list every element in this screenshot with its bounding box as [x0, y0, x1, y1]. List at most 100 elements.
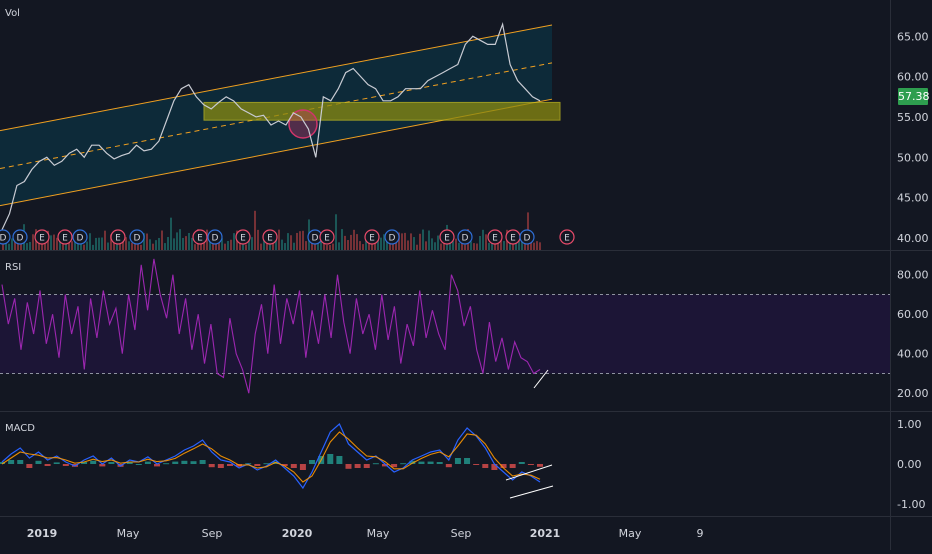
volume-bar: [305, 241, 307, 250]
volume-bar: [173, 238, 175, 250]
volume-bar: [110, 234, 112, 250]
dividend-marker-label: D: [134, 234, 141, 244]
earnings-marker-label: E: [115, 234, 121, 244]
earnings-marker-label: E: [444, 234, 450, 244]
volume-bar: [269, 242, 271, 250]
macd-histogram-bar: [172, 461, 179, 464]
volume-bar: [68, 237, 70, 250]
volume-bar: [437, 235, 439, 250]
earnings-marker: [262, 229, 278, 245]
volume-bar: [128, 241, 130, 250]
volume-bar: [281, 239, 283, 250]
volume-bar: [107, 242, 109, 250]
earnings-marker: [57, 229, 73, 245]
volume-bar: [86, 241, 88, 250]
volume-bar: [11, 238, 13, 250]
macd-histogram-bar: [436, 462, 443, 464]
macd-histogram-bar: [108, 462, 115, 464]
rsi-pane-label: RSI: [5, 262, 22, 273]
volume-bar: [116, 243, 118, 250]
macd-histogram-bar: [81, 462, 88, 464]
volume-bar: [407, 240, 409, 250]
time-tick-label: May: [117, 527, 140, 540]
macd-histogram-bar: [135, 464, 142, 465]
volume-bar: [509, 239, 511, 250]
macd-histogram-bar: [26, 464, 33, 468]
volume-bar: [104, 230, 106, 250]
macd-histogram-bar: [409, 460, 416, 464]
volume-bar: [329, 244, 331, 250]
time-tick-label: 2021: [530, 527, 561, 540]
earnings-marker: [110, 229, 126, 245]
volume-bar: [146, 233, 148, 250]
time-tick-label: 2019: [27, 527, 58, 540]
volume-bar: [296, 232, 298, 250]
volume-bar: [533, 242, 535, 250]
price-tick-label: 40.00: [897, 232, 929, 245]
macd-histogram-bar: [527, 464, 534, 465]
macd-histogram-bar: [482, 464, 489, 468]
volume-bar: [383, 234, 385, 250]
volume-bar: [359, 241, 361, 250]
time-tick-label: May: [619, 527, 642, 540]
volume-bar: [320, 235, 322, 250]
volume-bar: [395, 237, 397, 250]
volume-bar: [440, 243, 442, 250]
volume-bar: [170, 217, 172, 250]
earnings-marker: [319, 229, 335, 245]
volume-bar: [434, 242, 436, 250]
volume-bar: [8, 243, 10, 250]
earnings-marker-label: E: [267, 234, 273, 244]
dividend-marker-label: D: [17, 234, 24, 244]
macd-histogram-bar: [299, 464, 306, 470]
volume-bar: [221, 238, 223, 250]
volume-bar: [416, 244, 418, 250]
volume-bar: [326, 244, 328, 250]
price-tick-label: 65.00: [897, 30, 929, 43]
volume-bar: [227, 240, 229, 250]
macd-histogram-bar: [126, 462, 133, 464]
volume-bar: [539, 242, 541, 250]
volume-bar: [266, 240, 268, 250]
last-price-badge: 57.38: [898, 88, 930, 105]
macd-histogram-bar: [90, 460, 97, 464]
macd-histogram-bar: [44, 464, 51, 466]
dividend-marker: [384, 229, 400, 245]
volume-bar: [155, 240, 157, 250]
volume-bar: [380, 237, 382, 250]
support-zone: [203, 101, 561, 121]
earnings-marker-label: E: [369, 234, 375, 244]
volume-bar: [497, 242, 499, 250]
volume-bar: [332, 243, 334, 250]
macd-histogram-bar: [464, 458, 471, 464]
volume-bar: [251, 237, 253, 250]
volume-bar: [302, 230, 304, 250]
time-tick-label: Sep: [202, 527, 223, 540]
macd-tick-label: 1.00: [897, 418, 922, 431]
volume-bar: [479, 235, 481, 250]
volume-bar: [194, 244, 196, 250]
volume-bar: [188, 232, 190, 250]
earnings-marker-label: E: [240, 234, 246, 244]
volume-bar: [410, 233, 412, 250]
dividend-marker: [519, 229, 535, 245]
volume-bar: [458, 242, 460, 250]
macd-histogram-bar: [163, 463, 170, 465]
volume-bar: [389, 240, 391, 250]
macd-histogram-bar: [500, 464, 507, 468]
macd-histogram-bar: [208, 464, 215, 468]
macd-histogram-bar: [17, 460, 24, 464]
time-tick-label: 2020: [282, 527, 313, 540]
dividend-marker-label: D: [389, 234, 396, 244]
volume-bar: [278, 229, 280, 250]
volume-bar: [293, 242, 295, 250]
macd-histogram-bar: [290, 464, 297, 468]
macd-histogram-bar: [372, 463, 379, 465]
volume-bar: [263, 233, 265, 250]
volume-bar: [431, 238, 433, 250]
volume-bar: [242, 242, 244, 250]
volume-bar: [233, 233, 235, 250]
volume-bar: [362, 244, 364, 250]
